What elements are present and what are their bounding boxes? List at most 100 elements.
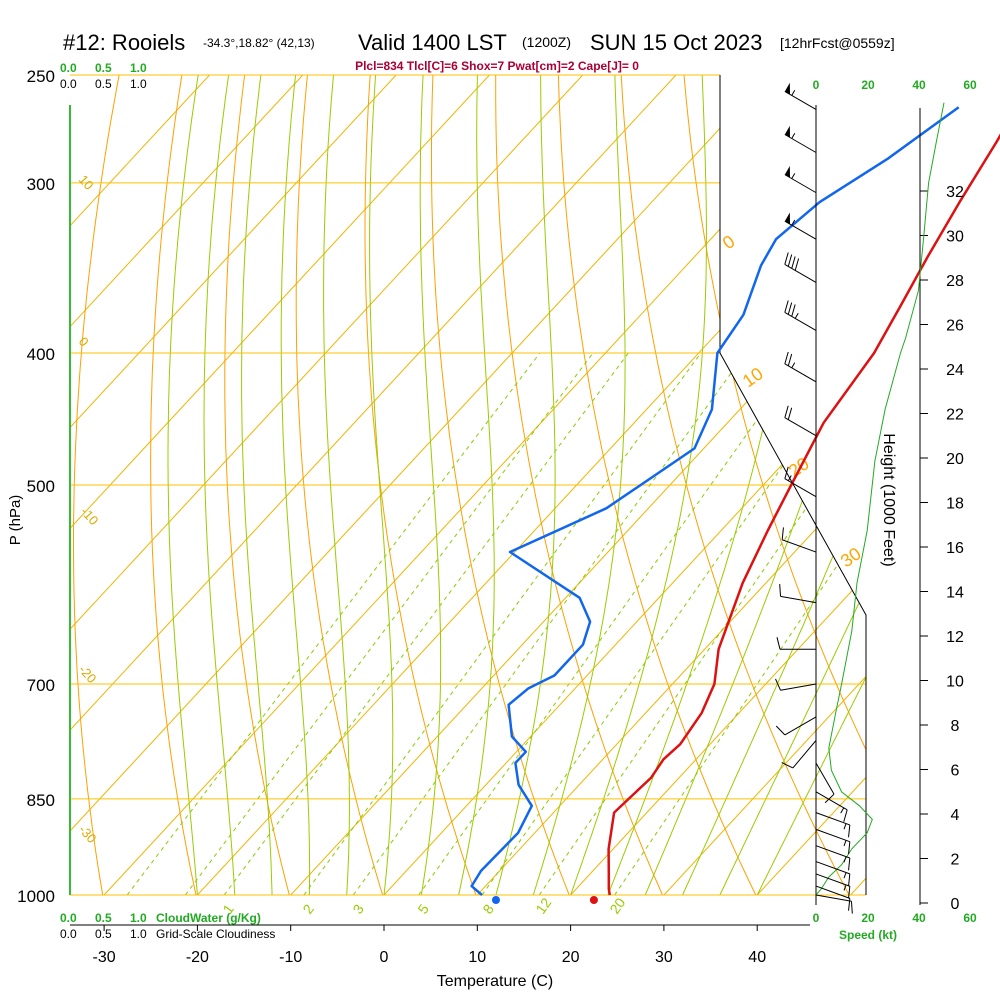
moist-adiabat-line: [682, 75, 866, 895]
wind-panel: [775, 82, 945, 914]
wind-speed-profile: [815, 102, 945, 896]
wind-barb-staff: [815, 885, 850, 899]
moist-adiabat-line: [570, 75, 707, 895]
dry-adiabat-line: [431, 75, 570, 895]
wind-barb: [781, 740, 817, 769]
speed-tick: 60: [963, 78, 977, 92]
height-tick-label: 26: [946, 318, 964, 335]
x-axis-label: Temperature (C): [437, 973, 553, 990]
speed-scale-bottom: 0 20 40 60 Speed (kt): [813, 911, 977, 942]
height-tick-label: 32: [946, 184, 964, 201]
speed-tick: 0: [813, 78, 820, 92]
grid-clip-group: [70, 75, 1000, 895]
isotherm-line: [70, 75, 397, 895]
cloud-tick: 1.0: [130, 61, 147, 75]
wind-barb-flag: [784, 82, 791, 95]
mixing-ratio-line: [303, 352, 702, 895]
wind-barb: [784, 466, 817, 498]
speed-tick: 20: [861, 78, 875, 92]
wind-barb: [784, 165, 817, 194]
cloud-tick: 0.0: [60, 927, 77, 941]
moist-adiabat-line: [532, 75, 626, 895]
isotherm-line: [70, 75, 210, 895]
wind-barb-full: [784, 300, 789, 313]
cloudwater-label: CloudWater (g/Kg): [156, 911, 261, 925]
moist-adiabat-line: [241, 75, 273, 895]
wind-barb-half: [843, 884, 847, 891]
wind-barb: [775, 678, 817, 691]
dry-adiabat-line: [73, 75, 120, 895]
wind-barb-staff: [784, 263, 817, 283]
moist-adiabat-line: [756, 75, 866, 895]
wind-barb-full: [784, 351, 789, 365]
wind-barb-staff: [784, 417, 817, 437]
height-tick-label: 24: [946, 362, 964, 379]
wind-barb-full: [794, 258, 800, 271]
mixing-ratio-line: [184, 352, 594, 895]
isotherm-label: 10: [76, 172, 97, 193]
isotherm-line: [70, 75, 304, 895]
dry-adiabat-line: [364, 75, 477, 895]
height-tick-label: 6: [951, 763, 960, 780]
height-tick-label: 30: [946, 229, 964, 246]
speed-tick: 20: [861, 911, 875, 925]
sounding-params: Plcl=834 Tlcl[C]=6 Shox=7 Pwat[cm]=2 Cap…: [355, 59, 639, 73]
wind-barb: [815, 828, 851, 855]
isotherm-label: -30: [76, 822, 100, 846]
wind-barb-staff: [784, 220, 817, 240]
height-tick-label: 2: [951, 852, 960, 869]
wind-barb-half: [840, 807, 845, 814]
wind-barb-staff: [782, 539, 817, 553]
wind-barb: [776, 637, 816, 650]
wind-barb-half: [791, 133, 796, 139]
speed-scale-top: 0 20 40 60: [813, 78, 977, 92]
mixing-ratio-label: 20: [606, 895, 628, 917]
cloud-scale-top: 0.0 0.5 1.0 0.0 0.5 1.0: [60, 61, 147, 91]
moist-adiabat-line: [419, 75, 442, 895]
wind-barb-full: [781, 527, 784, 540]
mixing-ratio-line: [538, 352, 866, 895]
cloud-tick: 1.0: [130, 77, 147, 91]
utc-time: (1200Z): [522, 34, 571, 50]
cloud-tick: 1.0: [130, 911, 147, 925]
dry-adiabat-line: [150, 75, 197, 895]
dry-adiabat-line: [224, 75, 290, 895]
isotherm-label: -10: [78, 504, 102, 528]
wind-barb-staff: [784, 363, 817, 383]
wind-barb: [784, 252, 817, 283]
wind-barb: [815, 894, 853, 914]
wind-barb: [784, 82, 817, 110]
pressure-tick-label: 400: [27, 345, 55, 364]
wind-barb: [784, 300, 817, 331]
wind-barb-full: [848, 824, 851, 838]
mixing-ratio-label: 12: [532, 895, 554, 917]
height-tick-label: 12: [946, 629, 964, 646]
mixing-ratio-line: [418, 352, 806, 895]
cloud-tick: 0.0: [60, 911, 77, 925]
wind-barb-full: [787, 302, 793, 315]
wind-barb-half: [791, 219, 796, 226]
wind-barb: [815, 861, 851, 887]
cloud-tick: 1.0: [130, 927, 147, 941]
wind-barb-full: [848, 857, 851, 871]
station-coords: -34.3°,18.82° (42,13): [203, 36, 315, 50]
dry-adiabat-line: [935, 75, 1000, 895]
chart-data-layer: [470, 106, 1000, 904]
pressure-tick-label: 300: [27, 175, 55, 194]
surface-dewpoint-dot: [491, 896, 500, 904]
height-tick-label: 0: [951, 896, 960, 913]
temperature-tick-label: 0: [380, 949, 389, 966]
wind-barb: [815, 762, 835, 804]
moist-adiabat-line: [369, 75, 394, 895]
wind-barb-full: [775, 725, 786, 736]
forecast-date: SUN 15 Oct 2023: [590, 30, 762, 55]
wind-barb-half: [843, 872, 847, 879]
surface-temperature-dot: [589, 896, 598, 904]
wind-barb-staff: [815, 845, 850, 859]
pressure-tick-label: 250: [27, 67, 55, 86]
wind-barb-flag: [784, 212, 791, 225]
wind-barb-staff: [792, 740, 817, 769]
wind-barb-half: [843, 856, 847, 863]
